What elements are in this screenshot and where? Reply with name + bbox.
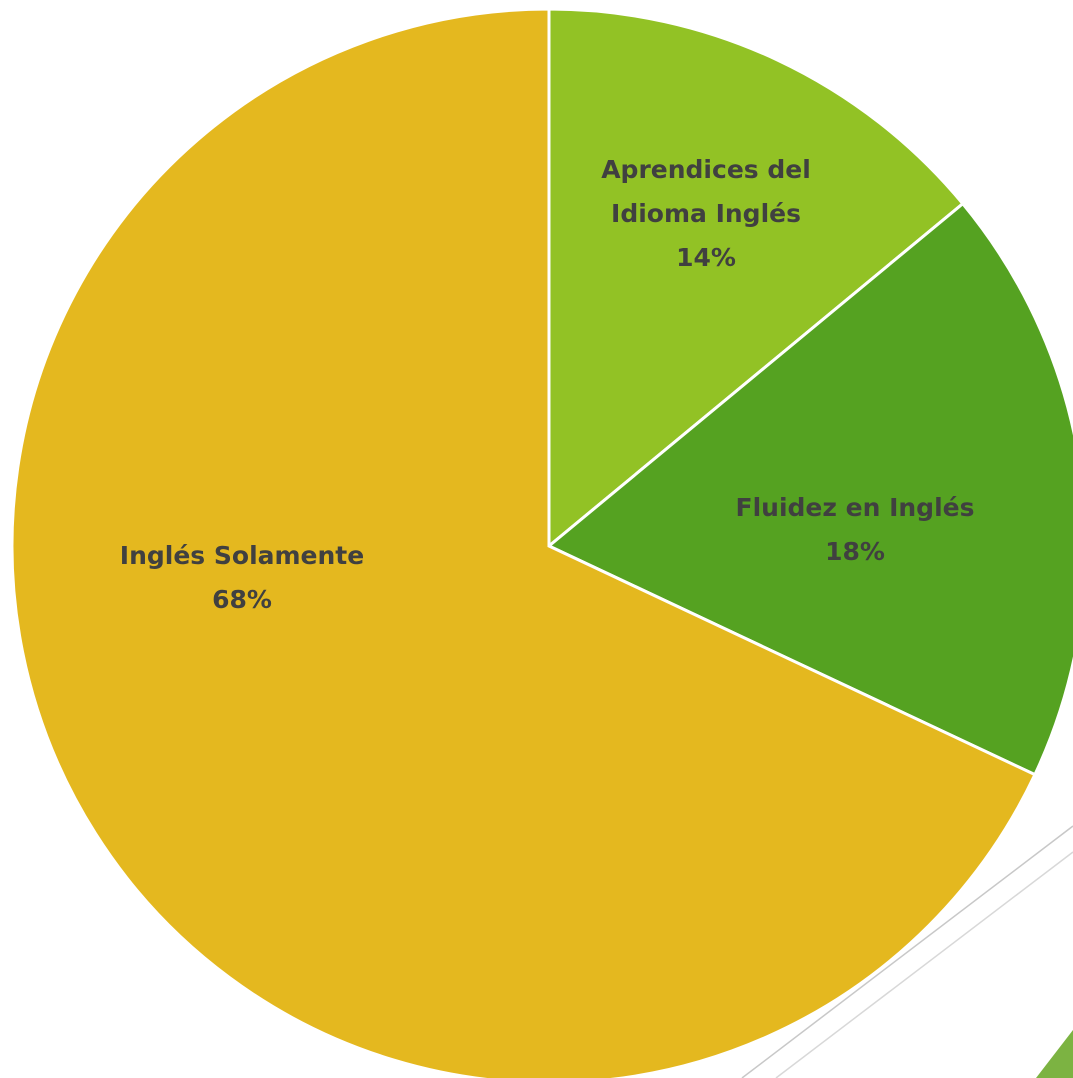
category-label: Aprendices del Idioma Inglés xyxy=(601,155,811,228)
value-label: 18% xyxy=(825,537,885,566)
category-label: Fluidez en Inglés xyxy=(735,493,975,522)
pie-slice xyxy=(10,7,1037,1078)
slice-label: Fluidez en Inglés 18% xyxy=(685,486,1025,574)
slice-label: Aprendices del Idioma Inglés 14% xyxy=(571,148,841,280)
slice-label: Inglés Solamente 68% xyxy=(72,534,412,622)
pie-slice xyxy=(547,7,965,550)
decor-line xyxy=(775,851,1073,1078)
decor-triangle xyxy=(1036,1030,1073,1078)
decor-line xyxy=(741,825,1073,1078)
value-label: 14% xyxy=(676,243,736,272)
pie xyxy=(10,7,1073,1078)
category-label: Inglés Solamente xyxy=(119,541,365,570)
value-label: 68% xyxy=(212,585,272,614)
pie-slice xyxy=(546,201,1073,777)
